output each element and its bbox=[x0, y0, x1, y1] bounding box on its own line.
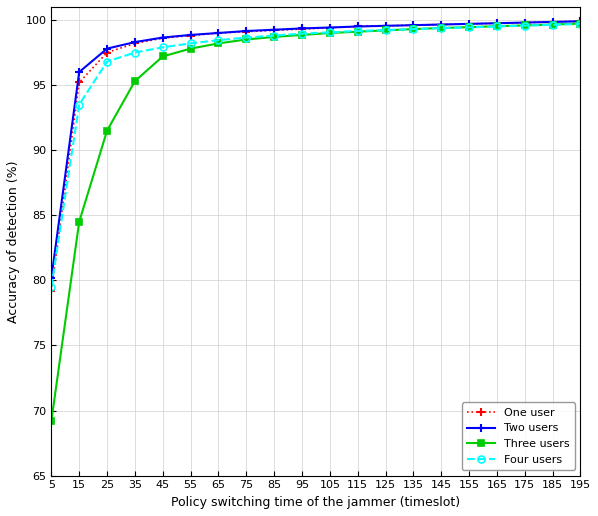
Line: Three users: Three users bbox=[48, 20, 584, 425]
Two users bbox=[187, 32, 194, 38]
One user bbox=[493, 20, 501, 26]
Four users bbox=[159, 44, 166, 51]
One user bbox=[354, 23, 361, 29]
Two users bbox=[270, 27, 277, 33]
One user bbox=[410, 22, 417, 28]
Two users bbox=[48, 275, 55, 281]
One user bbox=[382, 23, 389, 29]
Two users bbox=[159, 35, 166, 41]
Two users bbox=[549, 19, 556, 25]
Two users bbox=[382, 23, 389, 29]
Two users bbox=[132, 39, 139, 45]
One user bbox=[187, 33, 194, 39]
Two users bbox=[438, 22, 445, 28]
Four users bbox=[132, 50, 139, 56]
Three users bbox=[215, 40, 222, 46]
Four users bbox=[354, 28, 361, 34]
One user bbox=[132, 40, 139, 46]
Four users bbox=[327, 29, 334, 36]
Four users bbox=[438, 25, 445, 31]
One user bbox=[521, 20, 529, 26]
Four users bbox=[75, 102, 83, 108]
Two users bbox=[298, 25, 306, 31]
Three users bbox=[521, 22, 529, 28]
Four users bbox=[521, 23, 529, 29]
Line: Four users: Four users bbox=[48, 21, 584, 291]
Two users bbox=[493, 20, 501, 26]
Four users bbox=[493, 23, 501, 29]
Four users bbox=[382, 27, 389, 33]
X-axis label: Policy switching time of the jammer (timeslot): Policy switching time of the jammer (tim… bbox=[172, 496, 460, 509]
One user bbox=[438, 22, 445, 28]
Three users bbox=[493, 23, 501, 29]
Four users bbox=[270, 33, 277, 39]
One user bbox=[103, 50, 111, 56]
Two users bbox=[577, 18, 584, 24]
Three users bbox=[48, 418, 55, 424]
Three users bbox=[549, 22, 556, 28]
Line: Two users: Two users bbox=[47, 17, 585, 282]
Three users bbox=[132, 78, 139, 84]
Three users bbox=[327, 30, 334, 36]
Two users bbox=[243, 28, 250, 34]
Line: One user: One user bbox=[47, 17, 585, 295]
Legend: One user, Two users, Three users, Four users: One user, Two users, Three users, Four u… bbox=[462, 402, 575, 470]
Three users bbox=[382, 27, 389, 34]
Three users bbox=[438, 25, 445, 31]
Two users bbox=[215, 30, 222, 36]
Three users bbox=[270, 34, 277, 40]
Y-axis label: Accuracy of detection (%): Accuracy of detection (%) bbox=[7, 160, 20, 322]
One user bbox=[48, 287, 55, 294]
One user bbox=[577, 18, 584, 24]
Three users bbox=[577, 21, 584, 27]
Three users bbox=[298, 32, 306, 38]
Three users bbox=[187, 45, 194, 52]
Four users bbox=[48, 284, 55, 290]
Two users bbox=[103, 45, 111, 52]
One user bbox=[270, 27, 277, 34]
One user bbox=[298, 26, 306, 32]
One user bbox=[465, 21, 472, 27]
One user bbox=[215, 30, 222, 36]
Two users bbox=[327, 24, 334, 30]
One user bbox=[75, 79, 83, 86]
Two users bbox=[75, 69, 83, 75]
Four users bbox=[298, 30, 306, 37]
Four users bbox=[577, 21, 584, 27]
Three users bbox=[354, 28, 361, 35]
Three users bbox=[103, 127, 111, 134]
Four users bbox=[187, 40, 194, 46]
One user bbox=[327, 25, 334, 31]
Two users bbox=[410, 22, 417, 28]
Four users bbox=[465, 24, 472, 30]
Three users bbox=[243, 37, 250, 43]
Three users bbox=[410, 26, 417, 32]
Three users bbox=[75, 219, 83, 225]
Four users bbox=[103, 58, 111, 64]
One user bbox=[549, 19, 556, 25]
Three users bbox=[465, 24, 472, 30]
Three users bbox=[159, 53, 166, 59]
Four users bbox=[549, 22, 556, 28]
Two users bbox=[354, 23, 361, 29]
Four users bbox=[215, 37, 222, 43]
One user bbox=[243, 28, 250, 35]
Two users bbox=[521, 20, 529, 26]
One user bbox=[159, 35, 166, 41]
Four users bbox=[243, 35, 250, 41]
Two users bbox=[465, 21, 472, 27]
Four users bbox=[410, 26, 417, 32]
